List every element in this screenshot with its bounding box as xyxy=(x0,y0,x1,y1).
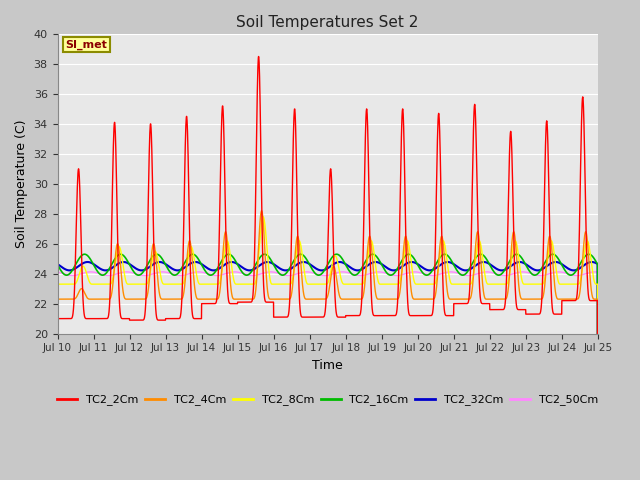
TC2_2Cm xyxy=(543,119,550,124)
TC2_16Cm xyxy=(593,261,601,267)
TC2_4Cm xyxy=(390,296,397,302)
TC2_16Cm xyxy=(543,257,550,263)
TC2_50Cm xyxy=(390,272,397,278)
TC2_4Cm xyxy=(54,296,61,302)
Line: TC2_32Cm: TC2_32Cm xyxy=(58,262,598,480)
TC2_4Cm xyxy=(170,296,177,302)
X-axis label: Time: Time xyxy=(312,359,343,372)
TC2_32Cm xyxy=(170,266,177,272)
TC2_16Cm xyxy=(54,262,61,267)
TC2_8Cm xyxy=(259,214,267,220)
TC2_32Cm xyxy=(593,261,601,267)
TC2_2Cm xyxy=(205,301,212,307)
TC2_2Cm xyxy=(54,316,61,322)
Line: TC2_2Cm: TC2_2Cm xyxy=(58,57,598,480)
TC2_50Cm xyxy=(54,269,61,275)
Title: Soil Temperatures Set 2: Soil Temperatures Set 2 xyxy=(236,15,419,30)
TC2_32Cm xyxy=(54,261,61,267)
TC2_4Cm xyxy=(593,296,601,302)
TC2_4Cm xyxy=(205,296,212,302)
Line: TC2_4Cm: TC2_4Cm xyxy=(58,211,598,480)
TC2_8Cm xyxy=(390,281,397,287)
Line: TC2_8Cm: TC2_8Cm xyxy=(58,217,598,480)
TC2_32Cm xyxy=(205,266,212,272)
TC2_8Cm xyxy=(205,281,212,287)
TC2_50Cm xyxy=(380,270,388,276)
TC2_16Cm xyxy=(390,271,397,276)
TC2_2Cm xyxy=(593,298,601,303)
TC2_8Cm xyxy=(170,281,177,287)
TC2_8Cm xyxy=(593,281,601,287)
Line: TC2_50Cm: TC2_50Cm xyxy=(58,272,598,480)
Legend: TC2_2Cm, TC2_4Cm, TC2_8Cm, TC2_16Cm, TC2_32Cm, TC2_50Cm: TC2_2Cm, TC2_4Cm, TC2_8Cm, TC2_16Cm, TC2… xyxy=(52,390,603,410)
TC2_16Cm xyxy=(205,272,212,277)
TC2_16Cm xyxy=(585,252,593,257)
TC2_50Cm xyxy=(170,271,177,277)
TC2_4Cm xyxy=(380,296,388,302)
TC2_4Cm xyxy=(543,261,550,266)
TC2_32Cm xyxy=(380,263,388,269)
Line: TC2_16Cm: TC2_16Cm xyxy=(58,254,598,480)
Y-axis label: Soil Temperature (C): Soil Temperature (C) xyxy=(15,120,28,248)
TC2_50Cm xyxy=(593,269,601,275)
TC2_8Cm xyxy=(543,264,550,270)
TC2_50Cm xyxy=(205,271,212,277)
Text: SI_met: SI_met xyxy=(66,39,108,50)
TC2_32Cm xyxy=(588,259,596,265)
TC2_4Cm xyxy=(258,208,266,214)
TC2_50Cm xyxy=(591,269,598,275)
TC2_2Cm xyxy=(255,54,262,60)
TC2_32Cm xyxy=(390,267,397,273)
TC2_16Cm xyxy=(170,272,177,278)
TC2_16Cm xyxy=(380,266,388,272)
TC2_8Cm xyxy=(54,281,61,287)
TC2_2Cm xyxy=(380,313,388,319)
TC2_2Cm xyxy=(390,313,397,319)
TC2_8Cm xyxy=(380,281,388,287)
TC2_32Cm xyxy=(543,264,550,269)
TC2_50Cm xyxy=(543,272,550,277)
TC2_2Cm xyxy=(170,316,177,322)
